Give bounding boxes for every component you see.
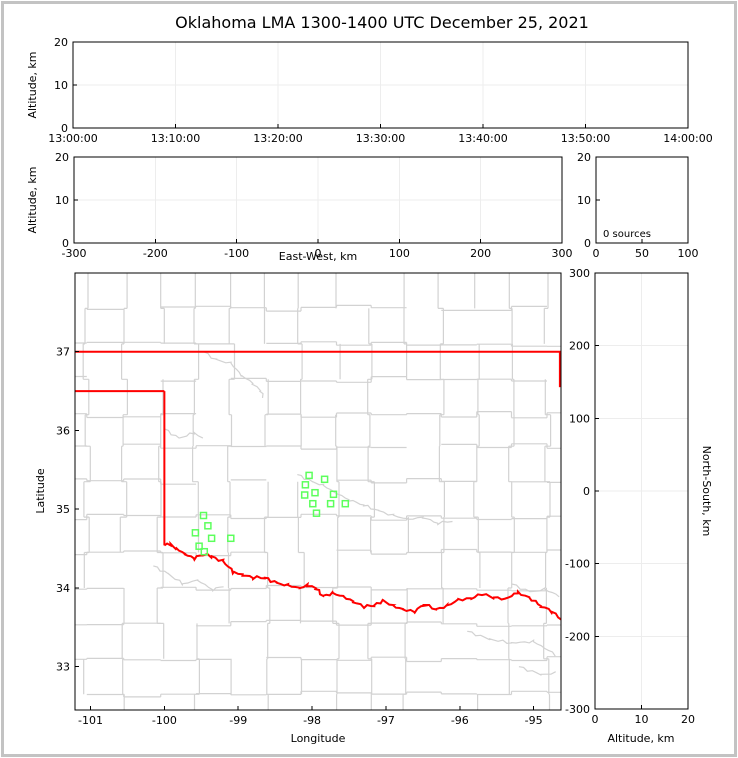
state-border-red-river [163,540,561,621]
lma-station-marker [326,499,335,508]
lma-station-marker [195,542,203,550]
lma-station-marker [204,522,212,530]
river-line [518,666,556,676]
time-height-ylabel: Altitude, km [26,51,39,118]
lma-station-marker [301,481,310,489]
x-tick-label: 13:50:00 [561,132,610,145]
x-tick-label: -96 [451,714,469,727]
y-tick-label: -200 [565,630,590,643]
x-tick-label: 13:10:00 [151,132,200,145]
x-tick-label: 13:40:00 [458,132,507,145]
y-tick-label: 36 [56,424,70,437]
panel-ns-height: 0 10 20 -300 -200 -100 0 100 200 300 [565,267,695,726]
y-tick-label: 20 [577,151,591,164]
x-tick-label: -100 [224,247,249,260]
x-tick-label: 0 [592,713,599,726]
x-tick-label: 14:00:00 [663,132,712,145]
lma-station-marker [207,534,216,543]
x-tick-label: -97 [377,714,395,727]
lma-station-marker [305,471,313,480]
y-tick-label: 100 [569,412,590,425]
y-tick-label: 33 [56,661,70,674]
y-tick-label: -300 [565,703,590,716]
river-line [511,583,560,598]
map-ylabel: Latitude [34,468,47,514]
y-tick-label: 0 [584,237,591,250]
lma-station-marker [341,499,350,508]
y-tick-label: 20 [54,36,68,49]
x-tick-label: -99 [229,714,247,727]
lma-station-marker [300,491,309,499]
y-tick-label: 35 [56,503,70,516]
x-tick-label: -95 [525,714,543,727]
y-tick-label: 0 [62,237,69,250]
y-tick-label: 10 [55,194,69,207]
map-layers [75,273,561,710]
lma-station-marker [199,511,208,520]
plot-panels: 13:00:00 13:10:00 13:20:00 13:30:00 13:40:00… [48,36,712,727]
river-line [297,474,453,526]
ew-height-ylabel: Altitude, km [26,166,39,233]
x-tick-label: 13:20:00 [253,132,302,145]
x-tick-label: 100 [678,247,699,260]
x-tick-label: 200 [470,247,491,260]
x-tick-label: 13:30:00 [356,132,405,145]
y-tick-label: 200 [569,340,590,353]
panel-time-height: 13:00:00 13:10:00 13:20:00 13:30:00 13:40:00… [48,36,712,145]
y-tick-label: 10 [54,79,68,92]
panel-ew-height: -300 -200 -100 0 100 200 300 0 10 20 [55,151,573,260]
x-tick-label: -300 [62,247,87,260]
x-tick-label: -101 [78,714,103,727]
x-tick-label: 50 [635,247,649,260]
ns-height-xlabel: Altitude, km [607,732,674,745]
y-tick-label: 37 [56,346,70,359]
figure-title: Oklahoma LMA 1300-1400 UTC December 25, … [175,13,589,32]
x-tick-label: 13:00:00 [48,132,97,145]
x-tick-label: -200 [143,247,168,260]
map-xlabel: Longitude [291,732,346,745]
lma-station-marker [309,499,317,508]
x-tick-label: 0 [593,247,600,260]
y-tick-label: 300 [569,267,590,280]
ew-height-xlabel: East-West, km [279,250,357,263]
lma-station-marker [200,547,209,556]
lma-station-marker [329,490,338,499]
x-tick-label: 100 [389,247,410,260]
lma-station-marker [311,488,319,497]
panel-source-histogram: 0 50 100 0 10 20 [577,151,699,260]
x-tick-label: 300 [552,247,573,260]
county-boundaries [75,273,561,710]
river-line [153,565,224,593]
river-line [203,351,264,398]
y-tick-label: 0 [583,485,590,498]
ns-height-ylabel: North-South, km [700,446,713,537]
lma-station-marker [227,534,235,543]
river-line [467,630,556,657]
map-border [74,272,562,711]
x-tick-label: 20 [681,713,695,726]
source-count-annotation: 0 sources [603,229,651,240]
lma-station-marker [312,509,321,517]
y-tick-label: 34 [56,582,70,595]
y-tick-label: 20 [55,151,69,164]
x-tick-label: 0 [315,247,322,260]
y-tick-label: 10 [577,194,591,207]
lma-station-marker [191,529,200,537]
lma-station-marker [320,475,329,484]
y-tick-label: 0 [61,122,68,135]
y-tick-label: -100 [565,558,590,571]
panel-map: -101 -100 -99 -98 -97 -96 -95 33 34 35 36 37 [56,272,562,727]
x-tick-label: -98 [303,714,321,727]
river-line [164,428,204,439]
x-tick-label: -100 [152,714,177,727]
x-tick-label: 10 [635,713,649,726]
